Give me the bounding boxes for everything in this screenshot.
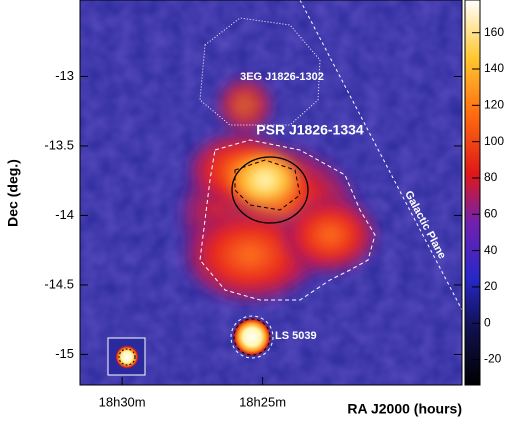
colorbar bbox=[464, 0, 481, 386]
x-tick-label: 18h25m bbox=[239, 394, 286, 409]
colorbar-tick-label: 60 bbox=[484, 206, 498, 220]
colorbar-tick-label: 80 bbox=[484, 170, 498, 184]
annotation: 3EG J1826-1302 bbox=[240, 71, 324, 83]
x-axis-title: RA J2000 (hours) bbox=[347, 401, 462, 417]
colorbar-tick-label: 120 bbox=[484, 98, 504, 112]
plot-frame bbox=[79, 0, 463, 386]
sky-image bbox=[80, 0, 462, 385]
colorbar-tick-label: 160 bbox=[484, 25, 504, 39]
y-tick-label: -13 bbox=[55, 68, 74, 83]
y-axis-title: Dec (deg.) bbox=[5, 159, 21, 227]
colorbar-tick-label: 100 bbox=[484, 134, 504, 148]
colorbar-tick-label: 0 bbox=[484, 315, 491, 329]
y-tick-label: -13.5 bbox=[44, 137, 74, 152]
colorbar-tick-label: 40 bbox=[484, 243, 498, 257]
y-tick-label: -14.5 bbox=[44, 276, 74, 291]
colorbar-tick-label: -20 bbox=[484, 352, 502, 366]
annotation: LS 5039 bbox=[275, 330, 317, 342]
colorbar-tick-label: 140 bbox=[484, 61, 504, 75]
y-tick-label: -14 bbox=[55, 207, 74, 222]
x-tick-label: 18h30m bbox=[99, 394, 146, 409]
annotation: PSR J1826-1334 bbox=[256, 122, 364, 138]
y-tick-label: -15 bbox=[55, 346, 74, 361]
colorbar-tick-label: 20 bbox=[484, 279, 498, 293]
